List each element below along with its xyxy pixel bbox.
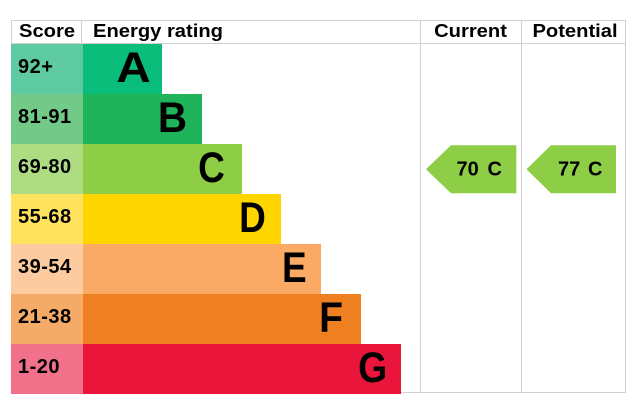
svg-text:77: 77 xyxy=(558,158,580,180)
svg-text:C: C xyxy=(588,158,602,180)
svg-text:C: C xyxy=(488,158,502,180)
svg-text:70: 70 xyxy=(457,158,479,180)
